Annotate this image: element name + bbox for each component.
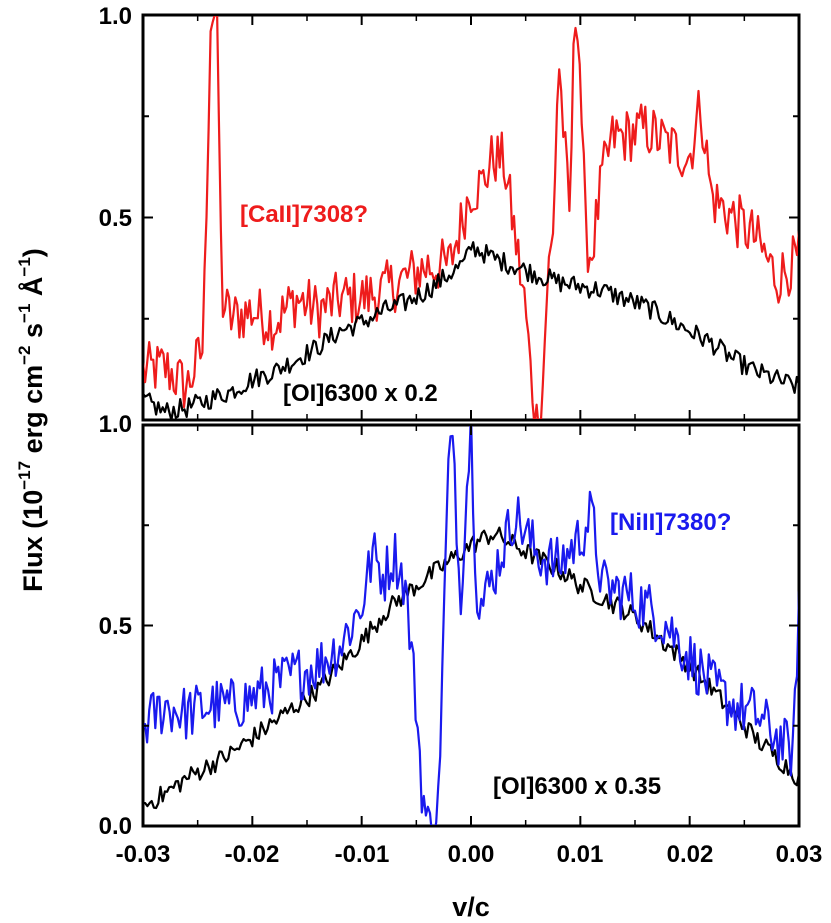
x-tick-label-neg-0-02: -0.02 — [225, 841, 280, 868]
top-y-tick-label-top: 1.0 — [99, 3, 132, 30]
top-y-tick-label-bottom: 1.0 — [99, 411, 132, 438]
top-y-tick-label-mid: 0.5 — [99, 205, 132, 232]
x-tick-label-neg-0-03: -0.03 — [116, 841, 171, 868]
bottom-y-tick-label-bottom: 0.0 — [99, 813, 132, 840]
x-tick-label-0-03: 0.03 — [776, 841, 823, 868]
y-axis-title-main: Flux (10 — [18, 490, 48, 592]
series-line-niii-7380 — [144, 426, 798, 825]
x-tick-label-neg-0-01: -0.01 — [335, 841, 390, 868]
y-axis-title-exp3: −1 — [15, 304, 34, 323]
y-axis-title-exp1: −17 — [15, 461, 34, 490]
y-axis-title: Flux (10−17 erg cm−2 s−1 Å−1) — [15, 248, 48, 592]
y-axis-title-mid2: s — [18, 323, 48, 346]
series-line-oi-6300-top — [144, 241, 798, 419]
series-line-caii-7308 — [144, 16, 798, 419]
axis-ticks — [142, 14, 800, 827]
x-tick-label-0-02: 0.02 — [667, 841, 714, 868]
annotation-oi-6300-x-0-2: [OI]6300 x 0.2 — [283, 380, 438, 407]
y-axis-title-mid3: Å — [17, 277, 48, 304]
x-tick-label-0-01: 0.01 — [557, 841, 604, 868]
x-axis-title: v/c — [452, 892, 490, 922]
annotation-oi-6300-x-0-35: [OI]6300 x 0.35 — [493, 773, 661, 800]
annotation-niii-7380: [NiII]7380? — [610, 509, 731, 536]
bottom-panel-frame — [141, 423, 801, 828]
bottom-y-tick-label-mid: 0.5 — [99, 613, 132, 640]
y-axis-title-exp4: −1 — [15, 257, 34, 276]
annotation-caii-7308: [CaII]7308? — [240, 201, 368, 228]
y-axis-title-end: ) — [18, 248, 48, 257]
y-axis-title-mid1: erg cm — [18, 365, 48, 461]
x-tick-label-0-00: 0.00 — [448, 841, 495, 868]
y-axis-title-exp2: −2 — [15, 346, 34, 365]
